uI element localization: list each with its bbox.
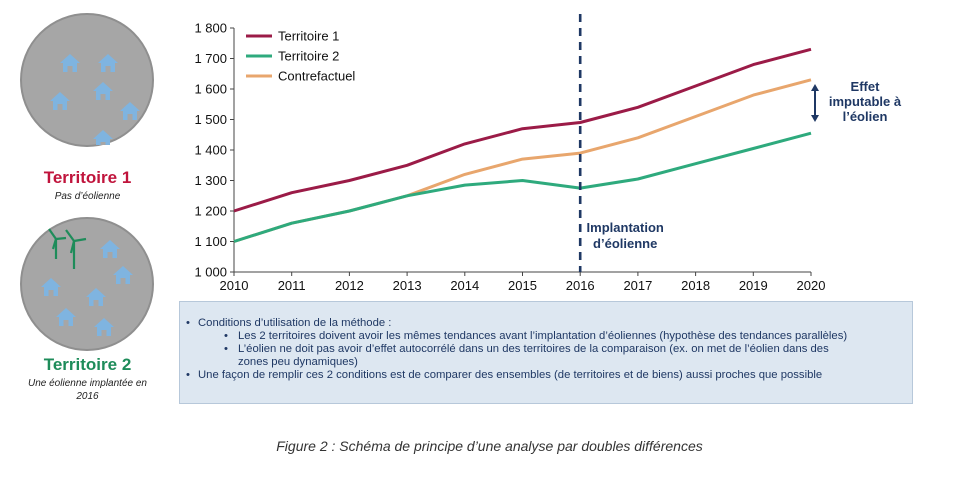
x-tick-label: 2015 <box>508 278 537 293</box>
territory2-title: Territoire 2 <box>43 355 132 374</box>
x-tick-label: 2017 <box>623 278 652 293</box>
house-icon <box>93 82 113 100</box>
sub-bullet-parallel-trends: Les 2 territoires doivent avoir les même… <box>184 330 906 343</box>
house-icon <box>98 54 118 72</box>
x-tick-label: 2020 <box>797 278 826 293</box>
x-tick-label: 2019 <box>739 278 768 293</box>
series-line-1 <box>233 47 812 213</box>
y-tick-label: 1 400 <box>194 143 227 158</box>
y-tick-label: 1 200 <box>194 204 227 219</box>
implantation-label-line: d’éolienne <box>593 236 657 251</box>
x-tick-label: 2014 <box>450 278 479 293</box>
house-icon <box>113 266 133 284</box>
x-tick-label: 2012 <box>335 278 364 293</box>
territory1-subtitle: Pas d’éolienne <box>54 191 121 202</box>
territory2-circle <box>20 217 154 351</box>
line-chart: 1 000 1 100 1 200 1 300 1 400 1 500 1 600 1 700… <box>194 14 902 293</box>
house-icon <box>120 102 140 120</box>
x-tick-label: 2016 <box>566 278 595 293</box>
effect-label-line: l’éolien <box>843 109 888 124</box>
x-tick-label: 2018 <box>681 278 710 293</box>
sub-bullet-autocorrelation-line2: zones peu dynamiques) <box>238 356 358 368</box>
territory1-houses <box>50 54 140 148</box>
y-tick-label: 1 600 <box>194 82 227 97</box>
territory2-subtitle-line2: 2016 <box>76 391 99 402</box>
house-icon <box>100 240 120 258</box>
bullet-comparison: Une façon de remplir ces 2 conditions es… <box>184 369 906 382</box>
territory1-title: Territoire 1 <box>43 168 132 187</box>
y-tick-label: 1 700 <box>194 51 227 66</box>
house-icon <box>56 308 76 326</box>
y-tick-label: 1 800 <box>194 21 227 36</box>
legend-label-3: Contrefactuel <box>278 69 355 84</box>
sub-bullet-autocorrelation: L’éolien ne doit pas avoir d’effet autoc… <box>184 343 906 369</box>
wind-turbine-icon <box>48 228 87 269</box>
territory2-icons <box>41 228 133 336</box>
sub-bullet-autocorrelation-line1: L’éolien ne doit pas avoir d’effet autoc… <box>238 343 829 355</box>
figure-caption: Figure 2 : Schéma de principe d’une anal… <box>276 438 703 454</box>
x-tick-label: 2013 <box>393 278 422 293</box>
y-tick-label: 1 100 <box>194 234 227 249</box>
house-icon <box>41 278 61 296</box>
effect-label-line: Effet <box>851 79 881 94</box>
y-tick-label: 1 300 <box>194 173 227 188</box>
house-icon <box>60 54 80 72</box>
bullet-conditions: Conditions d’utilisation de la méthode : <box>184 317 906 330</box>
legend-label-1: Territoire 1 <box>278 29 339 44</box>
effect-label-line: imputable à <box>829 94 902 109</box>
implantation-label-line: Implantation <box>587 220 664 235</box>
conditions-box: Conditions d’utilisation de la méthode :… <box>179 301 913 404</box>
series-line-2 <box>233 131 812 243</box>
x-tick-label: 2010 <box>220 278 249 293</box>
house-icon <box>86 288 106 306</box>
territories-panel: Territoire 1 Pas d’éolienne Territoire 2… <box>0 0 175 478</box>
house-icon <box>50 92 70 110</box>
house-icon <box>94 318 114 336</box>
territory1-circle <box>20 13 154 148</box>
territory2-subtitle-line1: Une éolienne implantée en <box>28 378 147 389</box>
y-tick-label: 1 500 <box>194 112 227 127</box>
house-icon <box>93 130 113 148</box>
y-tick-label: 1 000 <box>194 265 227 280</box>
effect-arrow-head-down <box>811 115 819 122</box>
x-tick-label: 2011 <box>278 278 306 293</box>
effect-arrow-head-up <box>811 84 819 91</box>
legend-label-2: Territoire 2 <box>278 49 339 64</box>
